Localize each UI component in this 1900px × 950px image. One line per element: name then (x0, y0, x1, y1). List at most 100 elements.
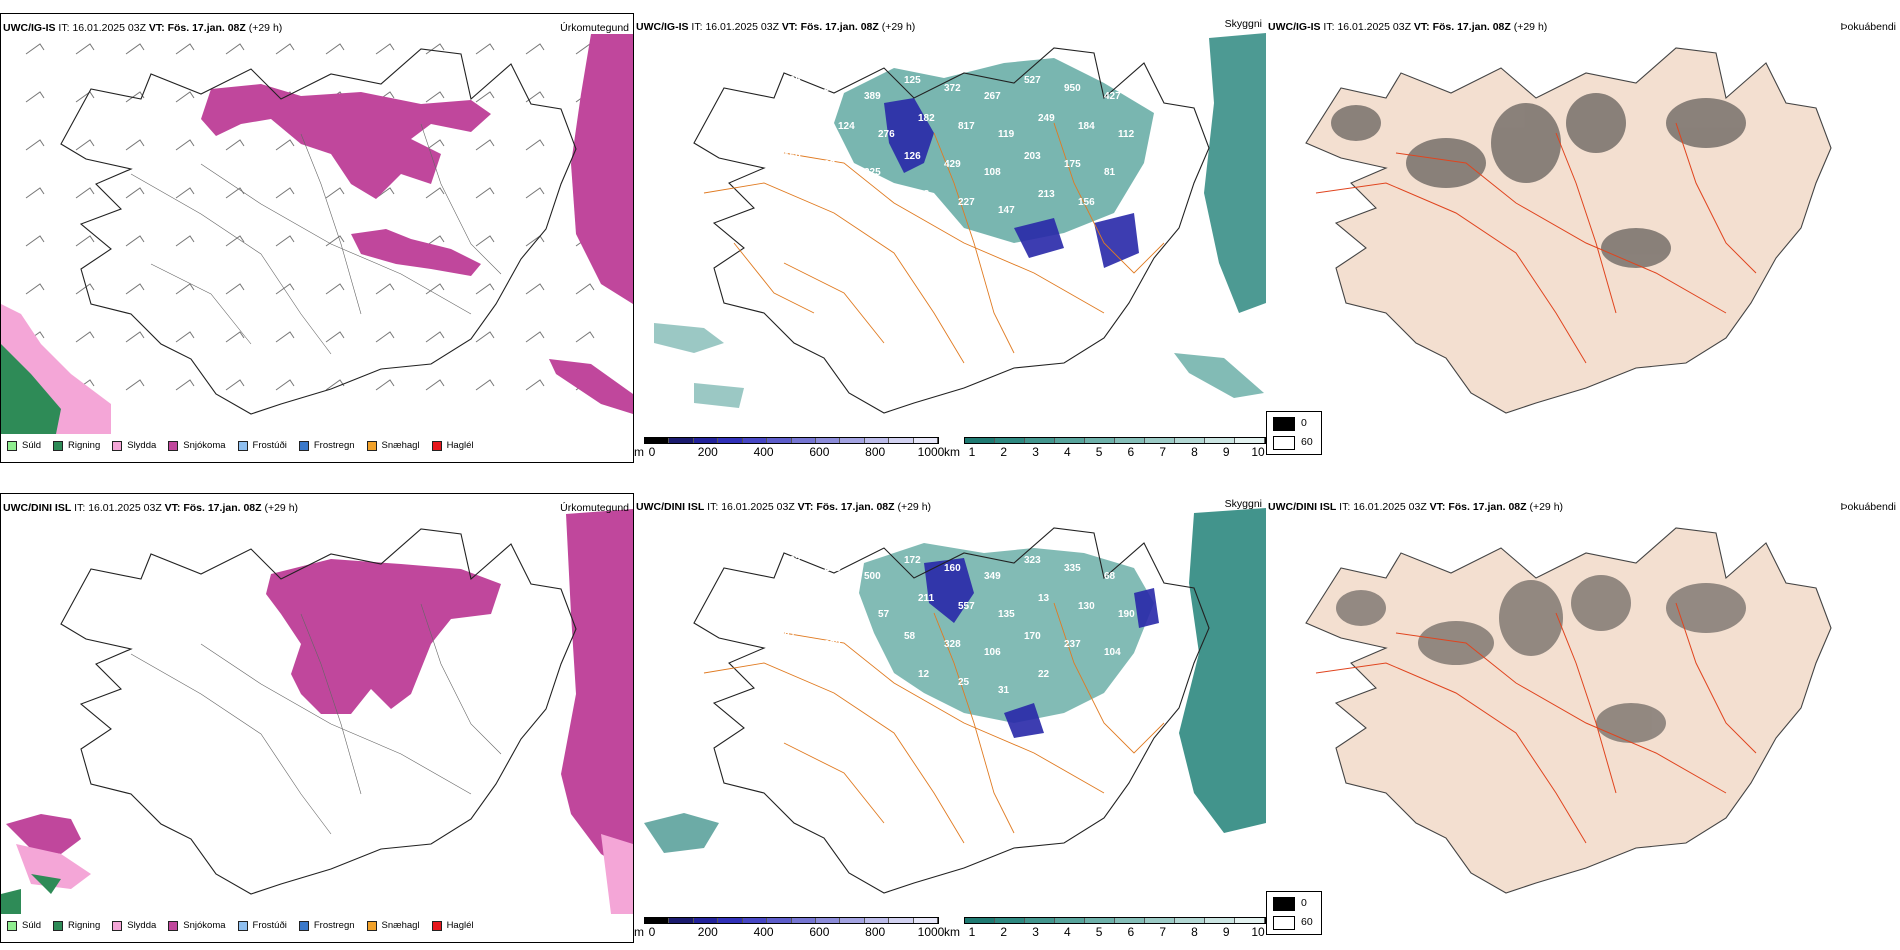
wind-barb (525, 187, 545, 199)
colorbar-tick: 1000 (917, 445, 945, 459)
visibility-value-label: 22 (1038, 669, 1050, 680)
lowcloud-area (884, 98, 1139, 268)
wind-barb (475, 187, 495, 199)
visibility-value-label: 324 (798, 113, 815, 124)
colorbar-tick: 3 (1032, 445, 1039, 459)
visibility-value-label: 135 (998, 609, 1015, 620)
colorbar-swatch (791, 918, 816, 923)
wind-barb (375, 331, 395, 343)
roads (703, 122, 1165, 364)
wind-barb (25, 187, 45, 199)
visibility-value-label: 150 (784, 151, 801, 162)
wind-barb (425, 379, 445, 391)
precip-legend: Súld Rigning Slydda Snjókoma Frostúði Frostre… (7, 920, 486, 931)
panel-name: Skyggni (1224, 498, 1262, 510)
colorbar-tick: 3 (1032, 925, 1039, 939)
panel-name: Úrkomutegund (560, 22, 629, 34)
colorbar-swatch (1205, 918, 1235, 923)
visibility-panel-row2: 692 278 500 172 160 349 323 335 68 335 470 57 211 557… (634, 493, 1266, 943)
wind-barb (325, 187, 345, 199)
colorbar-swatch (767, 918, 792, 923)
colorbar-unit: km (944, 925, 960, 939)
precip-legend-item: Súld (7, 920, 41, 931)
legend-label: Rigning (68, 920, 101, 931)
colorbar-swatch (840, 918, 865, 923)
wind-barb (75, 139, 95, 151)
snow-area-southeast (549, 359, 633, 414)
wind-barb (425, 187, 445, 199)
fog-legend: 0 60 (1266, 891, 1322, 935)
colorbar-swatch (669, 918, 694, 923)
colorbar-swatch (1055, 438, 1085, 443)
legend-swatch (431, 440, 442, 451)
colorbar-tick: 0 (648, 925, 656, 939)
visibility-value-label: 500 (864, 571, 881, 582)
wind-barb (125, 379, 145, 391)
wind-barb (125, 283, 145, 295)
legend-swatch (168, 920, 179, 931)
colorbar-swatch (791, 438, 816, 443)
panel-name: Skyggni (1224, 18, 1262, 30)
colorbar-swatch (1025, 438, 1055, 443)
roads (703, 602, 1165, 844)
wind-barb (375, 187, 395, 199)
panel-name: Úrkomutegund (560, 502, 629, 514)
visibility-value-label: 182 (918, 113, 935, 124)
visibility-value-label: 130 (1078, 601, 1095, 612)
visibility-value-label: 323 (1024, 555, 1041, 566)
colorbar-swatch (864, 918, 890, 923)
colorbar-tick: 5 (1095, 925, 1103, 939)
precip-legend-item: Snjókoma (168, 920, 226, 931)
colorbar-swatch (889, 918, 914, 923)
legend-label: Súld (22, 440, 42, 451)
visibility-value-label: 110 (878, 685, 895, 696)
visibility-value-label: 184 (1078, 121, 1095, 132)
visibility-value-label: 104 (1104, 647, 1121, 658)
wind-barb (275, 235, 295, 247)
colorbar-tick: 1000 (917, 925, 945, 939)
iceland-outline (60, 528, 577, 895)
colorbar-tick: 800 (865, 445, 886, 459)
wind-barb (275, 283, 295, 295)
colorbar-tick: 4 (1063, 925, 1071, 939)
visibility-value-label: 335 (1064, 563, 1081, 574)
wind-barb (25, 91, 45, 103)
colorbar-swatch (693, 438, 719, 443)
wind-barb (525, 331, 545, 343)
precip-type-panel-row1: UWC/IG-IS IT: 16.01.2025 03Z VT: Fös. 17… (0, 13, 634, 463)
wind-barb (225, 235, 245, 247)
legend-label: Súld (22, 920, 42, 931)
visibility-colorbar: km 1 2 3 4 5 6 7 8 9 10 (944, 916, 1266, 941)
legend-swatch (112, 440, 123, 451)
fog-legend-high-label: 0 (1301, 417, 1307, 429)
colorbar-swatch (913, 438, 939, 443)
colorbar-swatches (644, 917, 939, 924)
colorbar-swatches (964, 917, 1266, 924)
colorbar-swatch (645, 438, 670, 443)
visibility-value-label: 147 (998, 205, 1015, 216)
legend-swatch (431, 920, 442, 931)
visibility-value-label: 160 (944, 563, 961, 574)
wind-barb (175, 379, 195, 391)
visibility-area-southeast (1174, 353, 1264, 398)
legend-label: Snjókoma (183, 440, 226, 451)
visibility-value-label: 87 (784, 631, 796, 642)
legend-swatch (237, 920, 248, 931)
fog-shading (1336, 575, 1746, 743)
visibility-value-label: 81 (1104, 167, 1116, 178)
fog-index-map (1305, 527, 1832, 894)
visibility-value-label: 13 (1038, 593, 1050, 604)
visibility-colorbar: km 1 2 3 4 5 6 7 8 9 10 (944, 436, 1266, 461)
terrain-land (1305, 47, 1832, 414)
colorbar-swatch (1055, 918, 1085, 923)
legend-swatch (298, 920, 309, 931)
visibility-area-west-sea (644, 813, 719, 853)
snow-area-southwest-sea (6, 814, 81, 854)
legend-swatch (7, 440, 17, 451)
colorbar-swatch (995, 438, 1025, 443)
colorbar-swatch (1115, 438, 1145, 443)
colorbar-swatch (1235, 438, 1265, 443)
visibility-value-label: 119 (998, 129, 1015, 140)
precip-legend-item: Frostúði (237, 920, 287, 931)
wind-barb (25, 283, 45, 295)
